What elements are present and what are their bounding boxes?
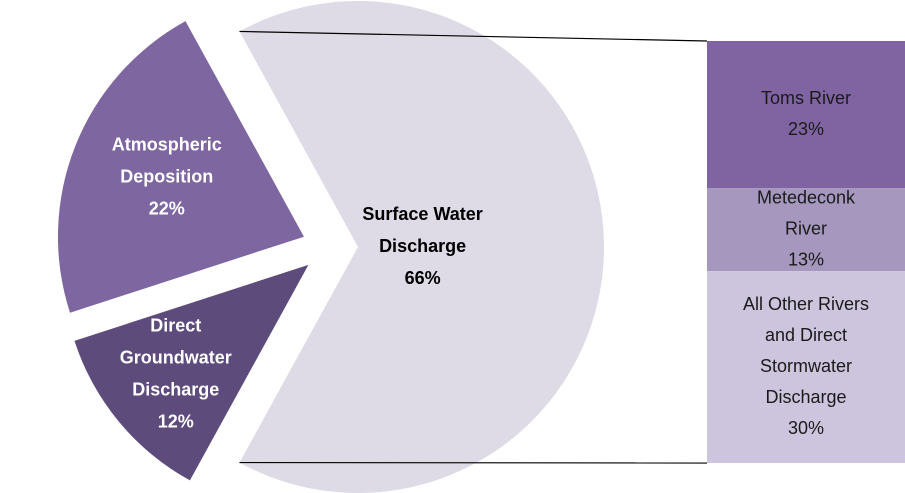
pie-label-direct-groundwater-discharge: Direct Groundwater Discharge 12%	[120, 315, 232, 431]
connector-line-top	[239, 30, 708, 42]
bar-label-toms-river: Toms River 23%	[761, 88, 851, 139]
stacked-bar	[707, 41, 905, 463]
bar-segment-metedeconk-river	[707, 188, 905, 272]
bar-segment-toms-river	[707, 41, 905, 189]
pie-label-surface-water-discharge: Surface Water Discharge 66%	[362, 204, 482, 288]
bar-segment-all-other-rivers-and-direct-stormwater-discharge	[707, 271, 905, 463]
pie-slice-atmospheric-deposition	[57, 21, 304, 313]
pie-slice-direct-groundwater-discharge	[74, 264, 309, 481]
bar-label-metedeconk-river: Metedeconk River 13%	[757, 187, 856, 269]
bar-label-all-other-rivers-and-direct-stormwater-discharge: All Other Rivers and Direct Stormwater Disc…	[743, 294, 869, 438]
pie-slice-surface-water-discharge	[239, 1, 605, 493]
data-labels: Surface Water Discharge 66% Direct Groundwat…	[112, 88, 869, 438]
connector-lines	[239, 30, 708, 464]
pie-label-atmospheric-deposition: Atmospheric Deposition 22%	[112, 134, 222, 218]
pie-slices	[57, 1, 605, 493]
